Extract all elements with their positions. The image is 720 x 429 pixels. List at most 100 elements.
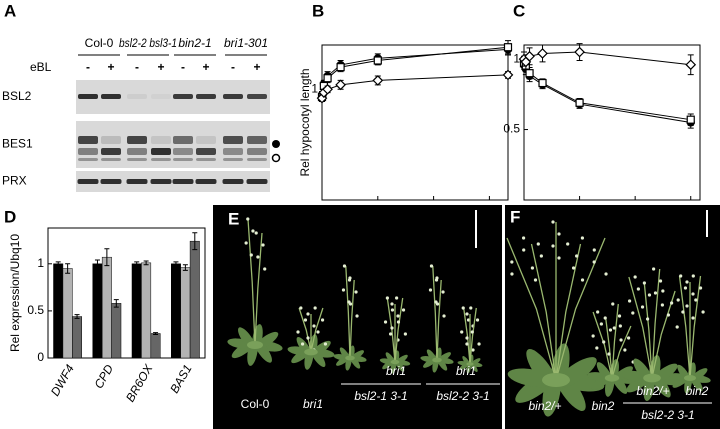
flower: [306, 336, 310, 340]
plant-label: bin2/+: [636, 384, 669, 398]
flower: [383, 320, 388, 324]
x-tick-label: 900: [681, 204, 701, 218]
band: [173, 94, 193, 99]
flower: [303, 318, 308, 322]
genotype-label: bin2-1: [178, 36, 211, 50]
flower: [592, 248, 596, 252]
panel-letter: E: [228, 209, 239, 228]
stem: [394, 297, 404, 363]
band: [172, 179, 194, 184]
band: [247, 94, 267, 99]
band: [223, 148, 243, 155]
flower: [592, 260, 596, 264]
bar: [150, 333, 161, 359]
flower: [355, 314, 359, 318]
flower: [566, 242, 570, 246]
flower: [627, 299, 632, 303]
stem: [349, 279, 355, 359]
bar: [180, 267, 191, 359]
flower: [313, 306, 317, 310]
flower: [642, 281, 646, 285]
band: [78, 94, 98, 99]
error-bar: [134, 261, 140, 267]
band: [173, 136, 193, 144]
flower: [685, 304, 689, 308]
flower: [647, 293, 652, 297]
marker: [336, 63, 345, 72]
flower: [633, 275, 637, 279]
stem: [628, 276, 653, 379]
legend-phospho: [272, 140, 280, 148]
stem: [611, 325, 632, 379]
x-tick-label: 600: [625, 204, 645, 218]
flower: [631, 311, 635, 315]
blot-row-label: PRX: [2, 174, 27, 188]
band: [127, 158, 147, 161]
plant-label: bri1: [456, 364, 476, 378]
flower: [390, 326, 394, 330]
flower: [679, 274, 683, 278]
error-bar: [74, 314, 80, 319]
flower: [596, 310, 600, 314]
legend-dephospho: [271, 153, 281, 163]
flower: [551, 244, 555, 248]
treatment-sign: -: [86, 60, 90, 74]
plant-label: bri1: [386, 364, 406, 378]
flower: [623, 348, 627, 352]
plant-label: bin2: [686, 384, 709, 398]
flower: [312, 324, 316, 328]
stem: [651, 268, 661, 379]
flower: [539, 254, 543, 258]
band: [127, 148, 147, 155]
band: [195, 179, 217, 184]
plant-label: bin2/+: [528, 399, 561, 413]
y-tick-label: 0.5: [503, 122, 520, 136]
marker: [372, 75, 384, 86]
flower: [557, 232, 561, 236]
flower: [471, 348, 475, 352]
flower: [617, 314, 622, 318]
flower: [477, 342, 481, 346]
bar: [141, 262, 152, 359]
band: [77, 179, 99, 184]
flower: [640, 305, 645, 309]
flower: [646, 317, 650, 321]
treatment-sign: +: [253, 60, 260, 74]
rosette-center: [390, 359, 400, 365]
y-axis-label: Rel expression/Ubq10: [8, 234, 22, 352]
flower: [390, 302, 394, 306]
plant-label: bsl2-1 3-1: [354, 389, 407, 403]
flower: [403, 332, 407, 336]
stem: [555, 243, 582, 381]
marker: [685, 59, 697, 71]
stem: [506, 237, 557, 381]
x-axis-label: eBL (nM): [391, 220, 440, 234]
plant-label: bin2: [592, 399, 615, 413]
band: [173, 148, 193, 155]
flower: [396, 314, 400, 318]
flower: [395, 296, 399, 300]
band: [223, 158, 243, 161]
flower: [533, 278, 538, 282]
band: [223, 136, 243, 144]
band: [196, 94, 216, 99]
flower: [261, 243, 265, 247]
flower: [254, 231, 258, 235]
treatment-sign: -: [231, 60, 235, 74]
flower: [608, 328, 613, 332]
treatment-sign: +: [202, 60, 209, 74]
flower: [580, 236, 585, 240]
flower: [595, 346, 599, 350]
band: [78, 158, 98, 161]
band: [101, 158, 121, 161]
marker: [503, 43, 513, 52]
band: [247, 158, 267, 161]
stem: [530, 243, 557, 381]
flower: [619, 338, 623, 342]
panel-letter: D: [4, 207, 16, 226]
stem: [592, 311, 613, 379]
stem: [651, 290, 676, 379]
error-bar: [143, 260, 149, 266]
stem: [345, 265, 351, 359]
stem: [605, 317, 613, 379]
